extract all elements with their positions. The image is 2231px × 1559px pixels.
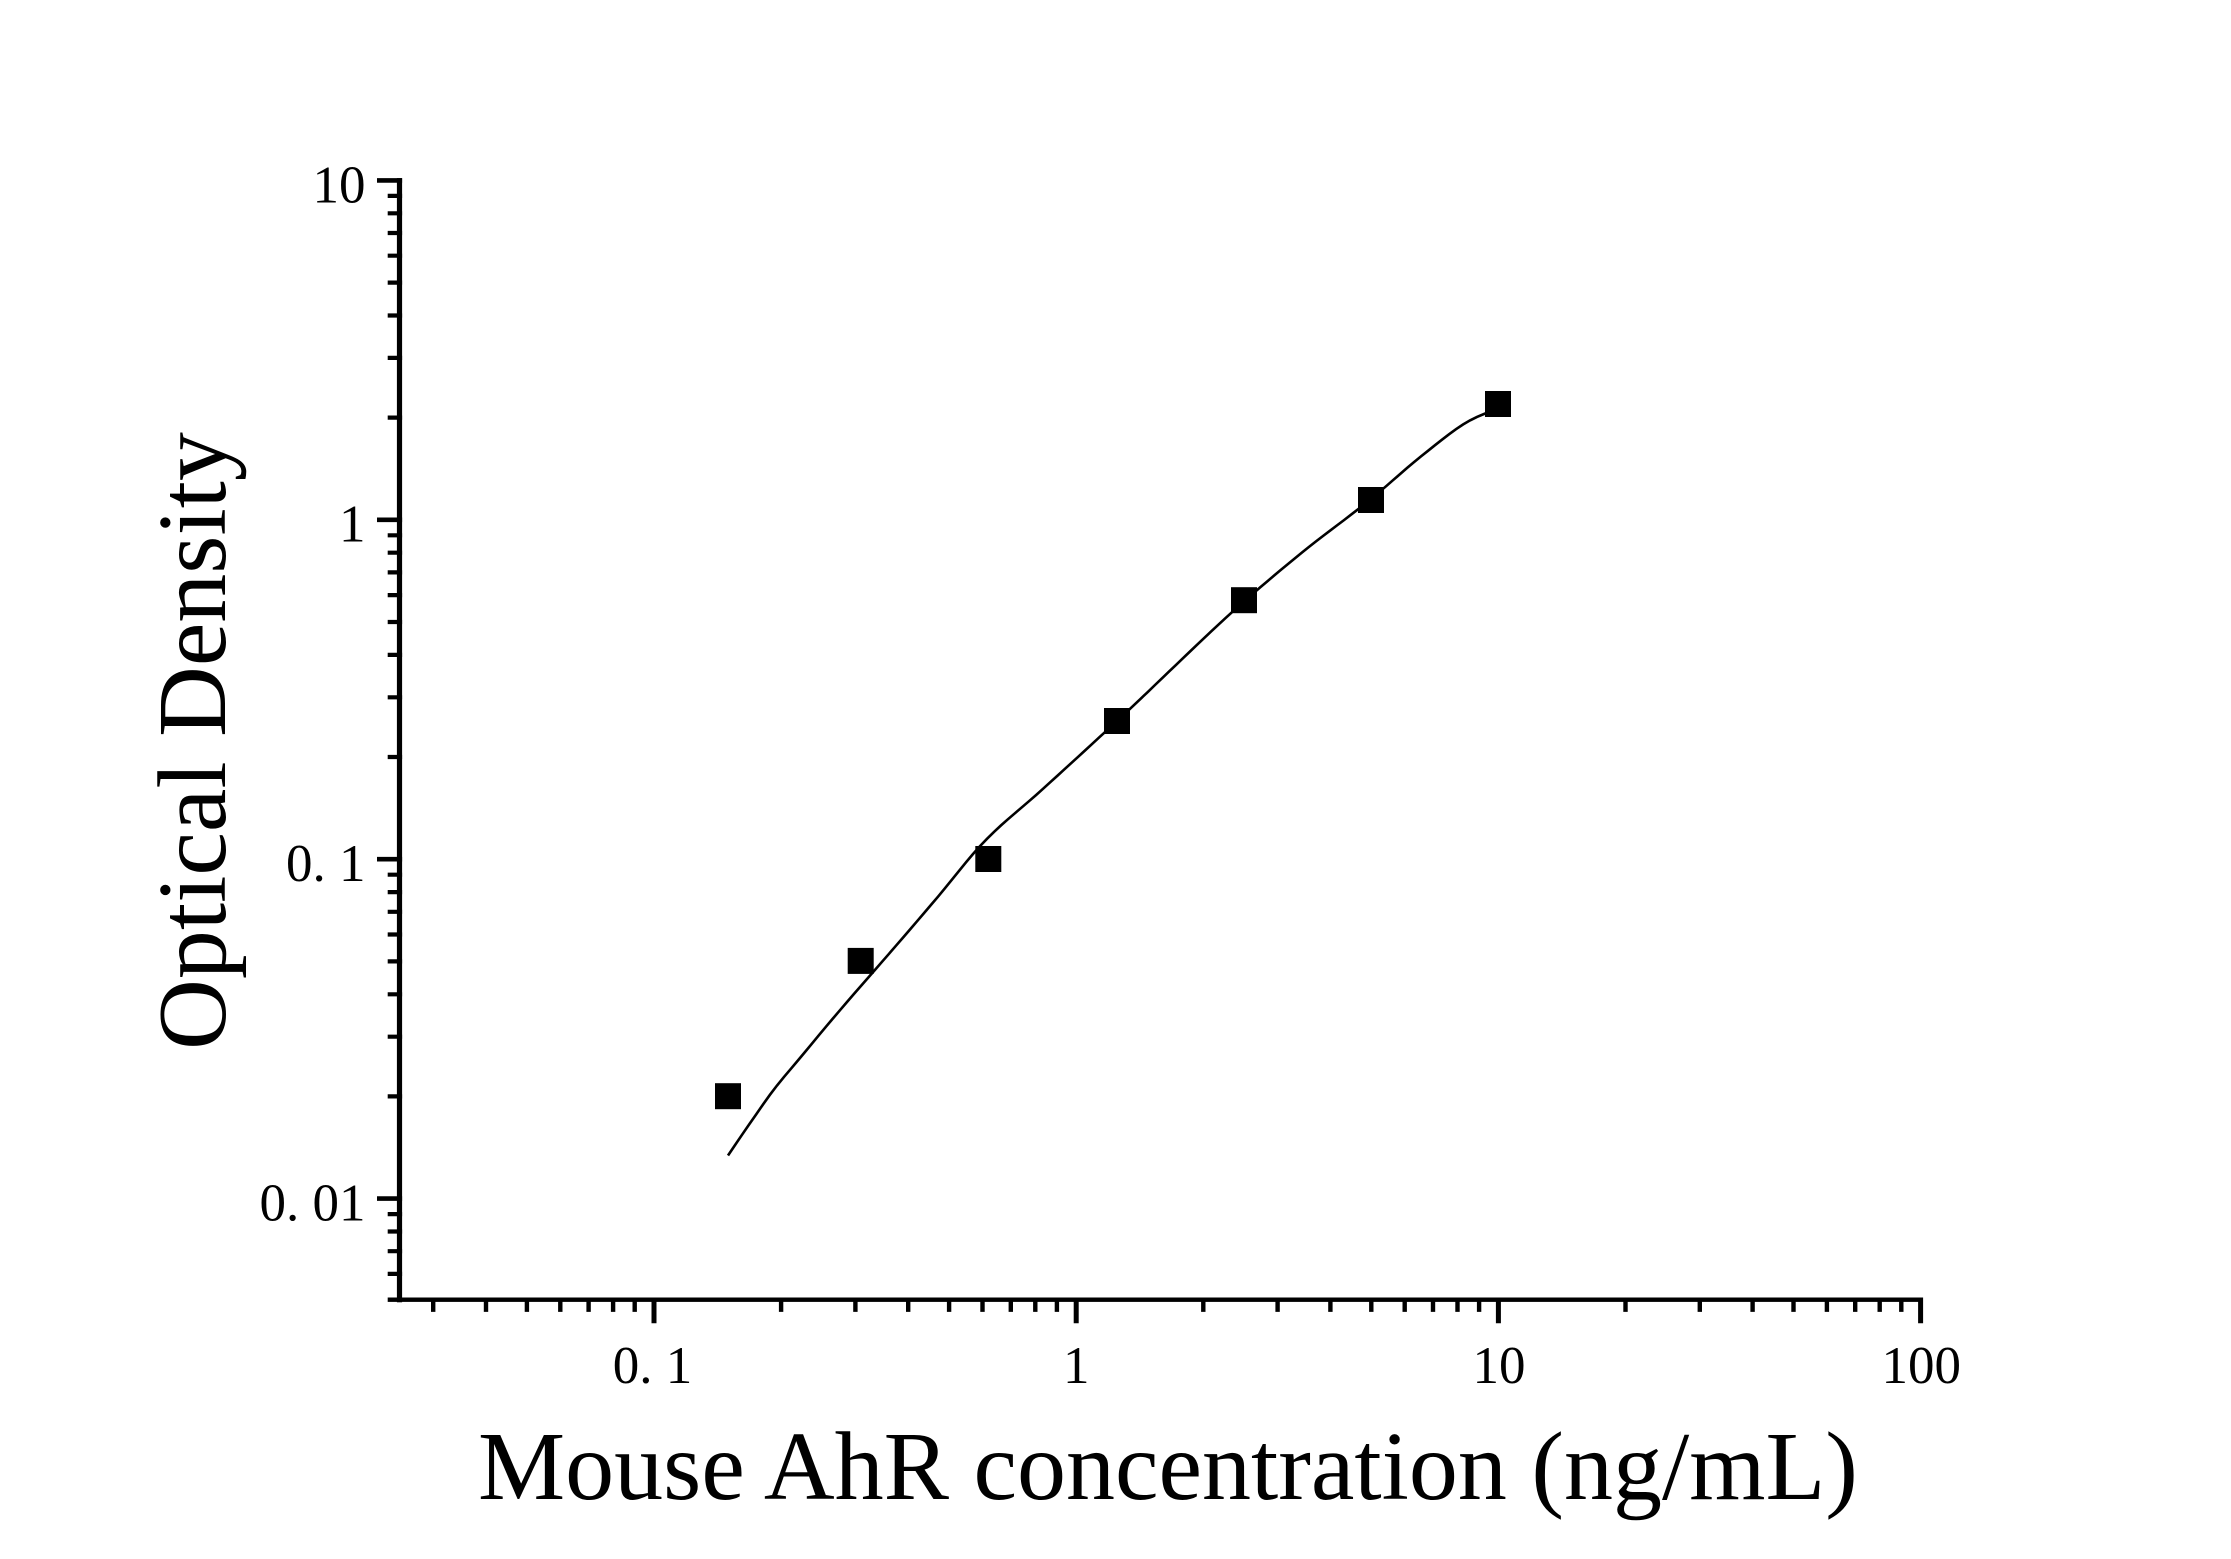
svg-text:0. 1: 0. 1 — [286, 835, 366, 893]
svg-text:Optical Density: Optical Density — [139, 432, 247, 1050]
svg-text:10: 10 — [1473, 1337, 1526, 1395]
svg-text:100: 100 — [1881, 1337, 1961, 1395]
svg-text:10: 10 — [313, 156, 366, 214]
svg-text:0. 01: 0. 01 — [260, 1174, 366, 1232]
svg-text:0. 1: 0. 1 — [613, 1337, 693, 1395]
svg-text:1: 1 — [1063, 1337, 1090, 1395]
svg-text:Mouse AhR concentration (ng/mL: Mouse AhR concentration (ng/mL) — [478, 1413, 1858, 1521]
svg-text:1: 1 — [339, 496, 366, 554]
